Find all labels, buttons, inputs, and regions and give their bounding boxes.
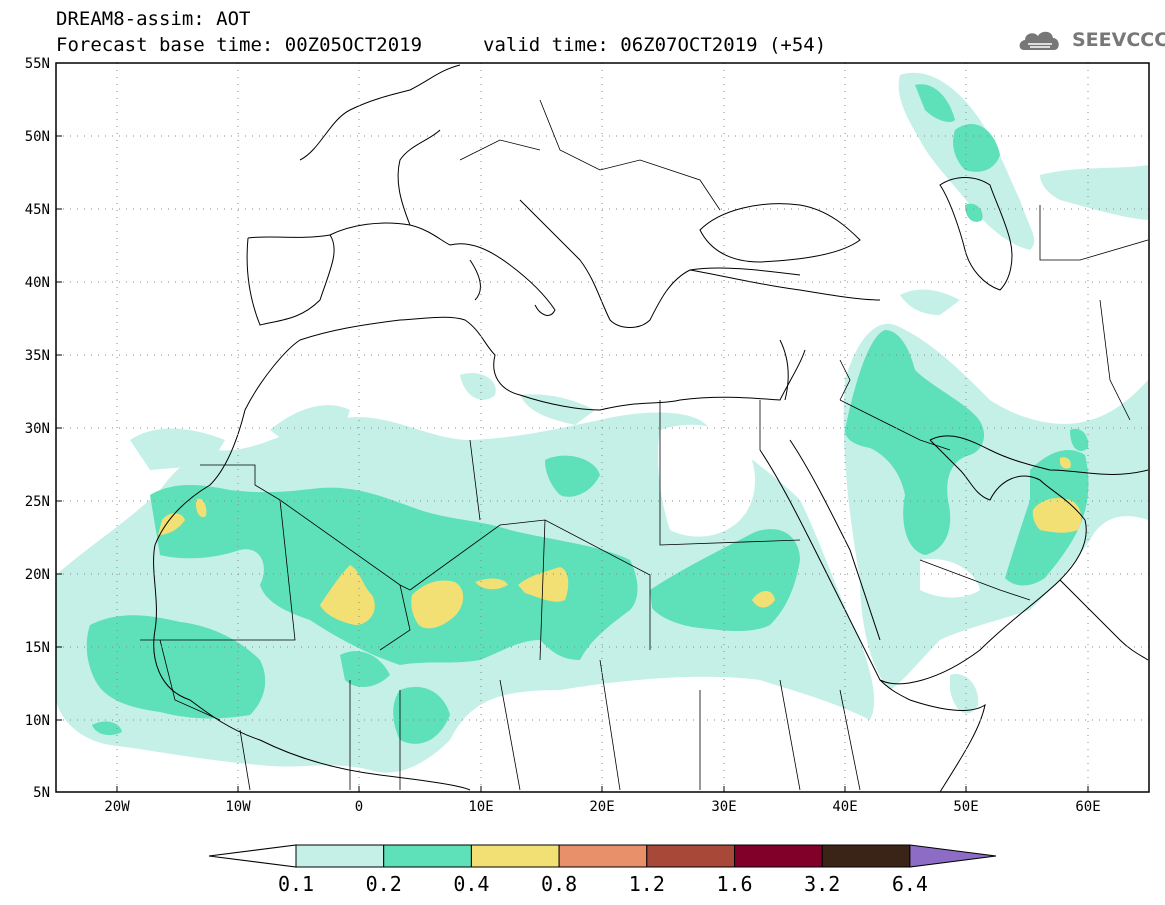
colorbar-under-arrow: [208, 844, 297, 868]
colorbar-label: 1.6: [716, 872, 752, 896]
map-title: DREAM8-assim: AOT: [56, 8, 251, 30]
logo-text: SEEVCCC: [1072, 29, 1165, 51]
aot-level-0.4: [158, 457, 1082, 629]
coastlines: [153, 64, 1149, 792]
lat-label: 20N: [25, 567, 50, 583]
graticule: [56, 63, 1149, 792]
cloud-icon: [1019, 31, 1059, 50]
colorbar-cell-0.4: [470, 844, 560, 868]
colorbar-labels: 0.1 0.2 0.4 0.8 1.2 1.6 3.2 6.4: [278, 872, 928, 896]
colorbar-label: 0.1: [278, 872, 314, 896]
lon-label: 60E: [1075, 799, 1100, 815]
lat-label: 55N: [25, 56, 50, 72]
lat-label: 50N: [25, 129, 50, 145]
colorbar-cell-0.1: [295, 844, 385, 868]
colorbar-label: 0.8: [541, 872, 577, 896]
lon-label: 20W: [104, 799, 130, 815]
axis-ticks: [56, 135, 1089, 792]
colorbar-label: 0.2: [366, 872, 402, 896]
lat-label: 30N: [25, 421, 50, 437]
lon-label: 50E: [953, 799, 978, 815]
country-borders: [140, 99, 1149, 791]
lat-label: 10N: [25, 713, 50, 729]
colorbar-label: 0.4: [453, 872, 489, 896]
aot-field: [56, 72, 1148, 773]
lat-label: 35N: [25, 348, 50, 364]
colorbar-over-arrow: [909, 844, 997, 868]
colorbar-label: 3.2: [804, 872, 840, 896]
colorbar-label: 6.4: [892, 872, 928, 896]
colorbar-cell-1.6: [734, 844, 823, 868]
lat-label: 45N: [25, 202, 50, 218]
lat-label: 15N: [25, 640, 50, 656]
colorbar: [208, 844, 997, 868]
lon-label: 20E: [589, 799, 614, 815]
lon-label: 10W: [225, 799, 251, 815]
longitude-labels: 20W 10W 0 10E 20E 30E 40E 50E 60E: [104, 799, 1100, 815]
colorbar-cell-3.2: [821, 844, 911, 868]
colorbar-cell-0.8: [558, 844, 648, 868]
lat-label: 25N: [25, 494, 50, 510]
aot-gaps: [658, 424, 980, 598]
latitude-labels: 55N 50N 45N 40N 35N 30N 25N 20N 15N 10N …: [25, 56, 50, 801]
lon-label: 40E: [832, 799, 857, 815]
colorbar-cell-0.2: [383, 844, 472, 868]
base-time-label: Forecast base time: 00Z05OCT2019: [56, 34, 423, 56]
lon-label: 0: [355, 799, 363, 815]
lon-label: 10E: [468, 799, 493, 815]
lat-label: 5N: [33, 785, 50, 801]
colorbar-cell-1.2: [646, 844, 735, 868]
lat-label: 40N: [25, 275, 50, 291]
valid-time-label: valid time: 06Z07OCT2019 (+54): [483, 34, 827, 56]
colorbar-label: 1.2: [629, 872, 665, 896]
lon-label: 30E: [711, 799, 736, 815]
